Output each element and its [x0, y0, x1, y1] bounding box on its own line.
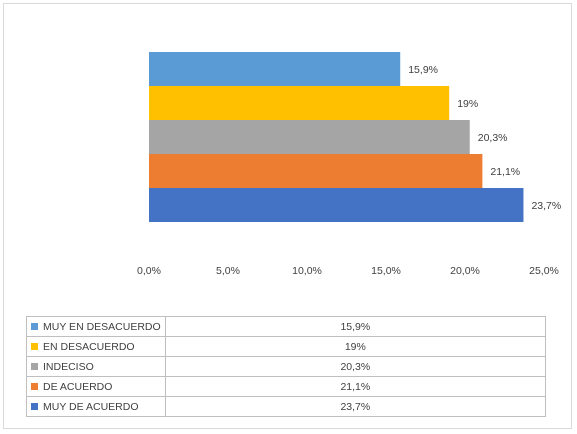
table-key-cell: MUY EN DESACUERDO — [26, 316, 166, 337]
row-label: INDECISO — [43, 360, 94, 373]
bar-de-acuerdo — [149, 154, 483, 188]
bar-muy-de-acuerdo — [149, 188, 524, 222]
data-label: 19% — [457, 98, 478, 110]
table-key-cell: MUY DE ACUERDO — [26, 396, 166, 417]
row-label: EN DESACUERDO — [43, 340, 135, 353]
row-value: 23,7% — [164, 396, 547, 417]
table-row: MUY DE ACUERDO 23,7% — [26, 396, 547, 417]
row-label: MUY EN DESACUERDO — [43, 320, 161, 333]
x-tick-label: 20,0% — [450, 265, 480, 277]
table-key-cell: EN DESACUERDO — [26, 336, 166, 357]
data-label: 15,9% — [408, 64, 438, 76]
row-value: 15,9% — [164, 316, 547, 337]
row-value: 20,3% — [164, 356, 547, 377]
legend-swatch — [31, 343, 38, 351]
bar-chart: 15,9% 19% 20,3% 21,1% 23,7% 0,0% 5,0% 10,0% 15,0… — [137, 52, 561, 277]
table-key-cell: INDECISO — [26, 356, 166, 377]
table-row: INDECISO 20,3% — [26, 356, 547, 377]
data-label: 23,7% — [531, 200, 561, 212]
row-label: DE ACUERDO — [43, 380, 113, 393]
row-label: MUY DE ACUERDO — [43, 400, 139, 413]
table-row: DE ACUERDO 21,1% — [26, 376, 547, 397]
table-row: EN DESACUERDO 19% — [26, 336, 547, 357]
table-row: MUY EN DESACUERDO 15,9% — [26, 316, 547, 337]
table-key-cell: DE ACUERDO — [26, 376, 166, 397]
x-tick-label: 5,0% — [216, 265, 240, 277]
data-label: 21,1% — [490, 166, 520, 178]
x-tick-label: 0,0% — [137, 265, 161, 277]
data-label: 20,3% — [478, 132, 508, 144]
bar-muy-en-desacuerdo — [149, 52, 401, 86]
legend-swatch — [31, 383, 38, 391]
chart-frame — [3, 3, 572, 429]
bar-indeciso — [149, 120, 470, 154]
bar-en-desacuerdo — [149, 86, 450, 120]
x-tick-label: 25,0% — [529, 265, 559, 277]
row-value: 21,1% — [164, 376, 547, 397]
legend-swatch — [31, 403, 38, 411]
legend-swatch — [31, 363, 38, 371]
legend-swatch — [31, 323, 38, 331]
x-tick-label: 10,0% — [292, 265, 322, 277]
x-tick-label: 15,0% — [371, 265, 401, 277]
row-value: 19% — [164, 336, 547, 357]
data-table: MUY EN DESACUERDO 15,9% EN DESACUERDO 19… — [26, 316, 547, 417]
